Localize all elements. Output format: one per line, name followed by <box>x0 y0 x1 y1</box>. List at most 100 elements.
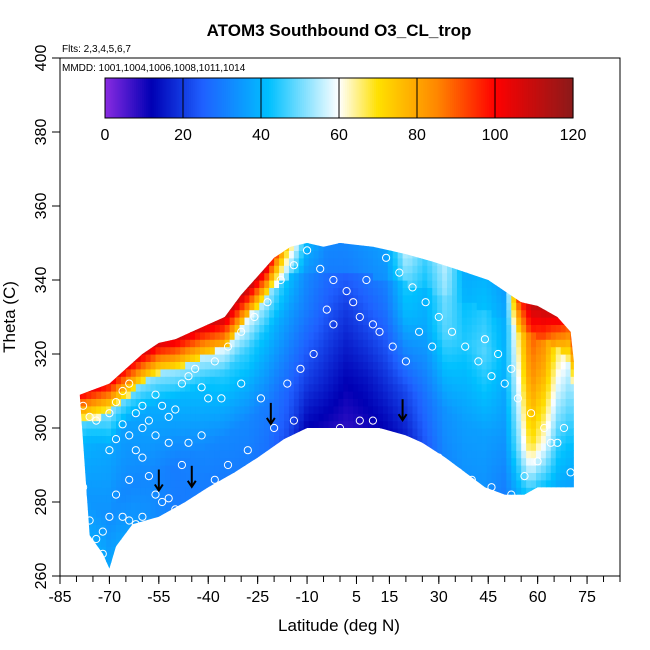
curtain-cell <box>180 354 186 362</box>
curtain-cell <box>204 280 211 288</box>
curtain-cell <box>447 250 453 259</box>
curtain-cell <box>550 413 557 422</box>
curtain-cell <box>239 465 246 473</box>
curtain-cell <box>333 457 339 466</box>
curtain-cell <box>363 398 369 407</box>
curtain-cell <box>417 450 423 459</box>
curtain-cell <box>576 339 582 347</box>
curtain-cell <box>555 280 562 288</box>
curtain-cell <box>284 324 290 333</box>
curtain-cell <box>175 435 181 444</box>
curtain-cell <box>333 494 339 503</box>
curtain-cell <box>264 479 270 488</box>
curtain-cell <box>140 413 147 422</box>
curtain-cell <box>130 420 137 429</box>
curtain-cell <box>135 457 142 466</box>
curtain-cell <box>249 376 255 385</box>
curtain-cell <box>427 428 433 436</box>
curtain-cell <box>293 368 300 377</box>
curtain-cell <box>160 309 167 318</box>
curtain-cell <box>200 531 206 540</box>
curtain-cell <box>486 524 493 533</box>
curtain-cell <box>471 539 478 547</box>
curtain-cell <box>402 502 409 510</box>
curtain-cell <box>432 361 438 370</box>
curtain-cell <box>79 450 83 459</box>
curtain-cell <box>175 516 181 525</box>
curtain-cell <box>298 391 305 399</box>
curtain-cell <box>550 561 557 569</box>
curtain-cell <box>576 443 582 451</box>
curtain-cell <box>180 524 186 533</box>
curtain-cell <box>274 317 280 325</box>
curtain-cell <box>476 450 483 459</box>
curtain-cell <box>155 546 162 555</box>
curtain-cell <box>427 324 433 333</box>
curtain-cell <box>447 479 453 488</box>
curtain-cell <box>298 376 305 385</box>
curtain-cell <box>447 361 453 370</box>
curtain-cell <box>145 287 152 296</box>
curtain-cell <box>368 272 374 281</box>
curtain-cell <box>531 265 537 274</box>
curtain-cell <box>313 531 320 540</box>
curtain-cell <box>526 302 532 311</box>
curtain-cell <box>333 265 339 274</box>
curtain-cell <box>130 287 137 296</box>
curtain-cell <box>432 331 438 340</box>
curtain-cell <box>377 428 384 436</box>
curtain-cell <box>511 331 517 340</box>
curtain-cell <box>204 531 211 540</box>
curtain-cell <box>343 487 349 496</box>
curtain-cell <box>397 539 404 547</box>
curtain-cell <box>550 428 557 436</box>
curtain-cell <box>387 250 394 259</box>
curtain-cell <box>506 243 512 244</box>
curtain-cell <box>239 509 246 518</box>
curtain-cell <box>403 228 409 236</box>
curtain-cell <box>57 465 63 473</box>
curtain-cell <box>540 561 547 569</box>
curtain-cell <box>279 420 285 429</box>
curtain-cell <box>481 553 488 562</box>
curtain-cell <box>101 309 107 318</box>
curtain-cell <box>377 354 384 362</box>
curtain-cell <box>363 287 369 296</box>
curtain-cell <box>145 524 152 533</box>
curtain-cell <box>219 317 226 325</box>
curtain-cell <box>560 479 567 488</box>
curtain-cell <box>101 420 107 429</box>
curtain-cell <box>565 339 572 348</box>
curtain-cell <box>550 317 557 325</box>
curtain-cell <box>323 287 330 296</box>
curtain-cell <box>368 442 374 451</box>
curtain-cell <box>511 294 517 303</box>
curtain-cell <box>570 442 574 451</box>
curtain-cell <box>526 494 532 503</box>
curtain-cell <box>160 339 167 348</box>
curtain-cell <box>303 339 310 348</box>
curtain-cell <box>106 368 112 377</box>
curtain-cell <box>477 569 483 577</box>
curtain-cell <box>244 465 251 473</box>
curtain-cell <box>209 294 216 303</box>
curtain-cell <box>190 494 196 503</box>
curtain-cell <box>536 516 542 525</box>
curtain-cell <box>303 331 310 340</box>
curtain-cell <box>456 339 463 348</box>
curtain-cell <box>521 265 527 274</box>
curtain-cell <box>392 479 399 488</box>
curtain-cell <box>501 324 507 333</box>
curtain-cell <box>576 406 582 414</box>
curtain-cell <box>318 250 325 259</box>
curtain-cell <box>145 317 152 325</box>
curtain-cell <box>427 354 433 362</box>
curtain-cell <box>511 383 517 392</box>
curtain-cell <box>540 317 547 325</box>
curtain-cell <box>96 346 102 355</box>
curtain-cell <box>200 272 206 281</box>
curtain-cell <box>397 324 404 333</box>
curtain-cell <box>308 324 315 333</box>
curtain-cell <box>506 376 512 385</box>
curtain-cell <box>79 553 83 562</box>
